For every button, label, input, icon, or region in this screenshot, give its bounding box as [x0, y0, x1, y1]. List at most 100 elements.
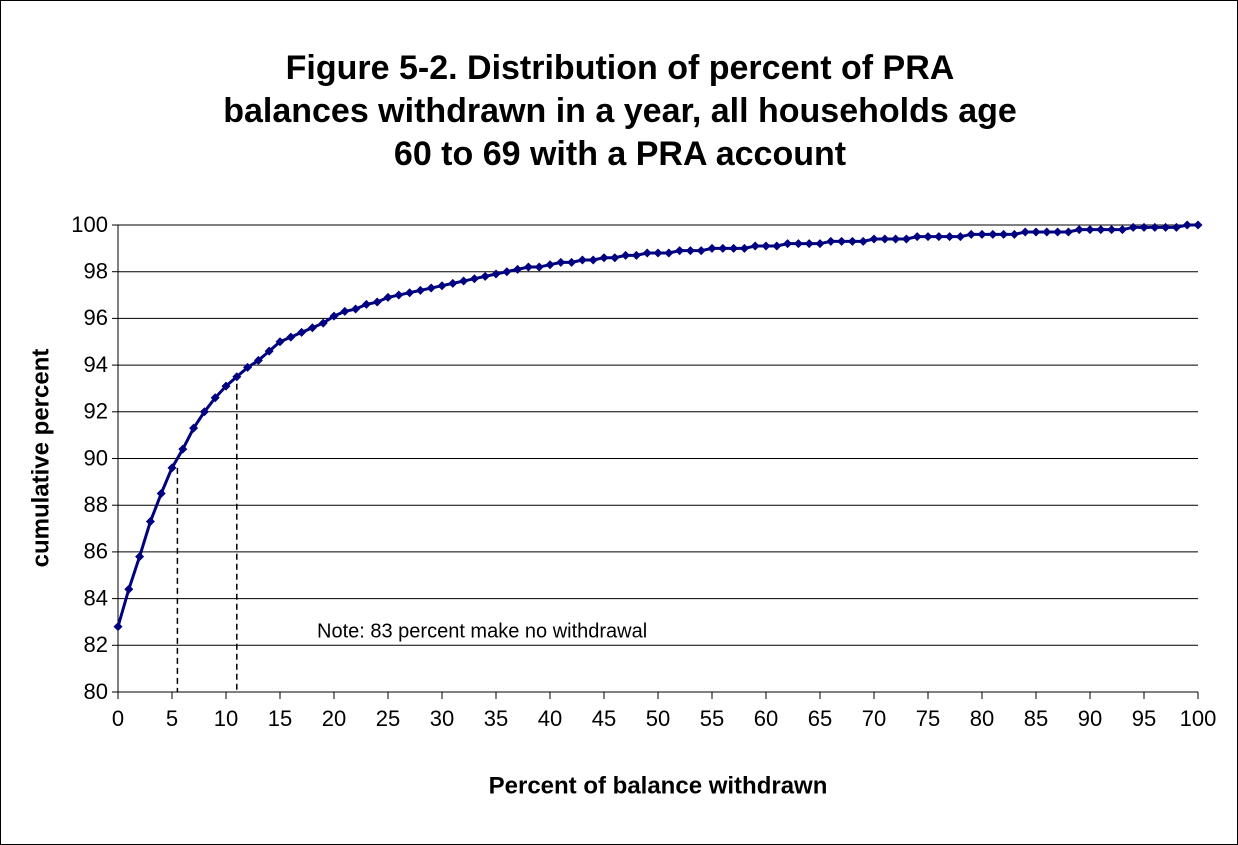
x-tick-label: 40	[538, 706, 562, 731]
marker	[437, 281, 447, 291]
marker	[523, 262, 533, 272]
chart-title: balances withdrawn in a year, all househ…	[223, 92, 1017, 130]
marker	[718, 243, 728, 253]
x-tick-label: 15	[268, 706, 292, 731]
marker	[923, 232, 933, 242]
x-tick-label: 95	[1132, 706, 1156, 731]
x-tick-label: 65	[808, 706, 832, 731]
marker	[901, 234, 911, 244]
marker	[577, 255, 587, 265]
chart-title: Figure 5-2. Distribution of percent of P…	[286, 49, 955, 87]
x-tick-label: 100	[1180, 706, 1217, 731]
x-axis-label: Percent of balance withdrawn	[489, 772, 828, 799]
marker	[199, 407, 209, 417]
y-tick-label: 94	[84, 352, 108, 377]
y-tick-label: 100	[71, 212, 108, 237]
marker	[642, 248, 652, 258]
marker	[945, 232, 955, 242]
marker	[804, 239, 814, 249]
marker	[1009, 229, 1019, 239]
marker	[534, 262, 544, 272]
marker	[361, 299, 371, 309]
x-tick-label: 75	[916, 706, 940, 731]
marker	[783, 239, 793, 249]
marker	[837, 236, 847, 246]
y-axis-label: cumulative percent	[27, 349, 54, 568]
marker	[556, 257, 566, 267]
marker	[696, 246, 706, 256]
y-tick-label: 82	[84, 632, 108, 657]
marker	[113, 622, 123, 632]
marker	[685, 246, 695, 256]
marker	[869, 234, 879, 244]
marker	[934, 232, 944, 242]
marker	[999, 229, 1009, 239]
marker	[1085, 225, 1095, 235]
x-tick-label: 20	[322, 706, 346, 731]
x-tick-label: 60	[754, 706, 778, 731]
marker	[1053, 227, 1063, 237]
marker	[610, 253, 620, 263]
y-tick-label: 84	[84, 585, 108, 610]
marker	[189, 423, 199, 433]
x-tick-label: 0	[112, 706, 124, 731]
marker	[793, 239, 803, 249]
marker	[739, 243, 749, 253]
marker	[772, 241, 782, 251]
y-tick-label: 98	[84, 259, 108, 284]
marker	[955, 232, 965, 242]
annotation: Note: 83 percent make no withdrawal	[317, 620, 647, 642]
marker	[1020, 227, 1030, 237]
marker	[513, 264, 523, 274]
marker	[469, 274, 479, 284]
y-tick-label: 80	[84, 679, 108, 704]
marker	[631, 250, 641, 260]
marker	[1182, 220, 1192, 230]
marker	[340, 306, 350, 316]
marker	[988, 229, 998, 239]
marker	[480, 271, 490, 281]
marker	[653, 248, 663, 258]
marker	[253, 355, 263, 365]
marker	[1074, 225, 1084, 235]
marker	[675, 246, 685, 256]
x-tick-label: 35	[484, 706, 508, 731]
marker	[664, 248, 674, 258]
marker	[275, 337, 285, 347]
marker	[707, 243, 717, 253]
y-tick-label: 90	[84, 445, 108, 470]
marker	[135, 552, 145, 562]
marker	[588, 255, 598, 265]
x-tick-label: 80	[970, 706, 994, 731]
marker	[912, 232, 922, 242]
marker	[621, 250, 631, 260]
marker	[1117, 225, 1127, 235]
marker	[448, 278, 458, 288]
marker	[415, 285, 425, 295]
chart-title: 60 to 69 with a PRA account	[394, 135, 846, 173]
y-tick-label: 86	[84, 539, 108, 564]
marker	[491, 269, 501, 279]
marker	[329, 311, 339, 321]
marker	[761, 241, 771, 251]
marker	[156, 489, 166, 499]
marker	[1107, 225, 1117, 235]
marker	[502, 267, 512, 277]
marker	[221, 381, 231, 391]
marker	[351, 304, 361, 314]
marker	[1171, 222, 1181, 232]
marker	[286, 332, 296, 342]
y-tick-label: 92	[84, 399, 108, 424]
marker	[383, 292, 393, 302]
marker	[1128, 222, 1138, 232]
marker	[178, 444, 188, 454]
x-tick-label: 70	[862, 706, 886, 731]
x-tick-label: 10	[214, 706, 238, 731]
marker	[394, 290, 404, 300]
marker	[1150, 222, 1160, 232]
marker	[1139, 222, 1149, 232]
x-tick-label: 90	[1078, 706, 1102, 731]
marker	[405, 288, 415, 298]
